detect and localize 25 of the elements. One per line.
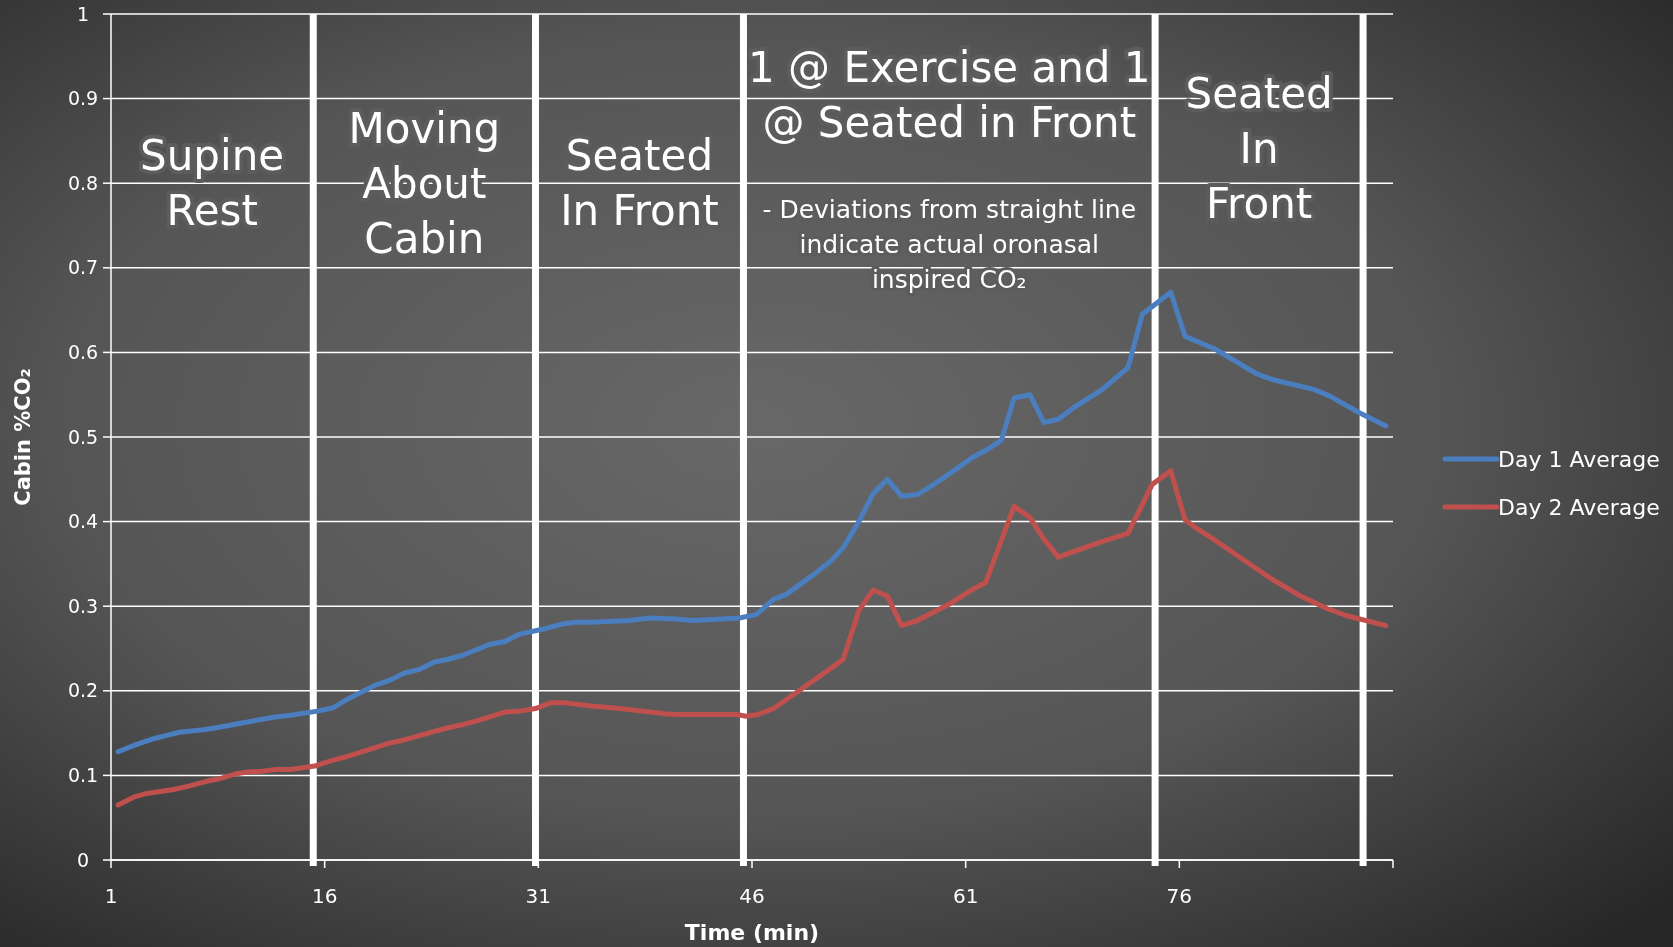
x-tick-label: 61 (952, 884, 979, 908)
ref-line-label: Seated In Front (560, 131, 719, 235)
y-tick-label: 0.8 (67, 171, 99, 194)
x-tick-label: 31 (525, 884, 552, 908)
legend-label: Day 1 Average (1498, 446, 1660, 472)
y-tick-label: 0.9 (67, 87, 99, 110)
annotation: - Deviations from straight line indicate actual oronasal inspired CO₂ (762, 195, 1137, 294)
x-axis-title: Time (min) (684, 920, 820, 945)
y-tick-label: 0.7 (67, 256, 99, 279)
x-tick-label: 46 (739, 884, 765, 908)
legend-label: Day 2 Average (1498, 494, 1660, 520)
y-tick-label: 0.3 (67, 594, 99, 617)
x-tick-label: 76 (1166, 884, 1193, 908)
y-tick-label: 0.1 (67, 764, 99, 787)
x-tick-label: 16 (311, 884, 338, 908)
y-tick-label: 0.2 (67, 679, 99, 702)
ref-line-label: 1 @ Exercise and 1 @ Seated in Front (747, 43, 1151, 147)
y-tick-label: 0.6 (67, 341, 99, 364)
y-tick-label: 0.5 (67, 425, 99, 448)
y-tick-label: 0.4 (67, 510, 99, 533)
y-axis-title: Cabin %CO₂ (11, 368, 35, 506)
y-tick-label: 1 (76, 2, 90, 25)
ref-line-label: Supine Rest (140, 131, 285, 235)
x-tick-label: 1 (104, 884, 118, 908)
y-tick-label: 0 (76, 848, 90, 871)
